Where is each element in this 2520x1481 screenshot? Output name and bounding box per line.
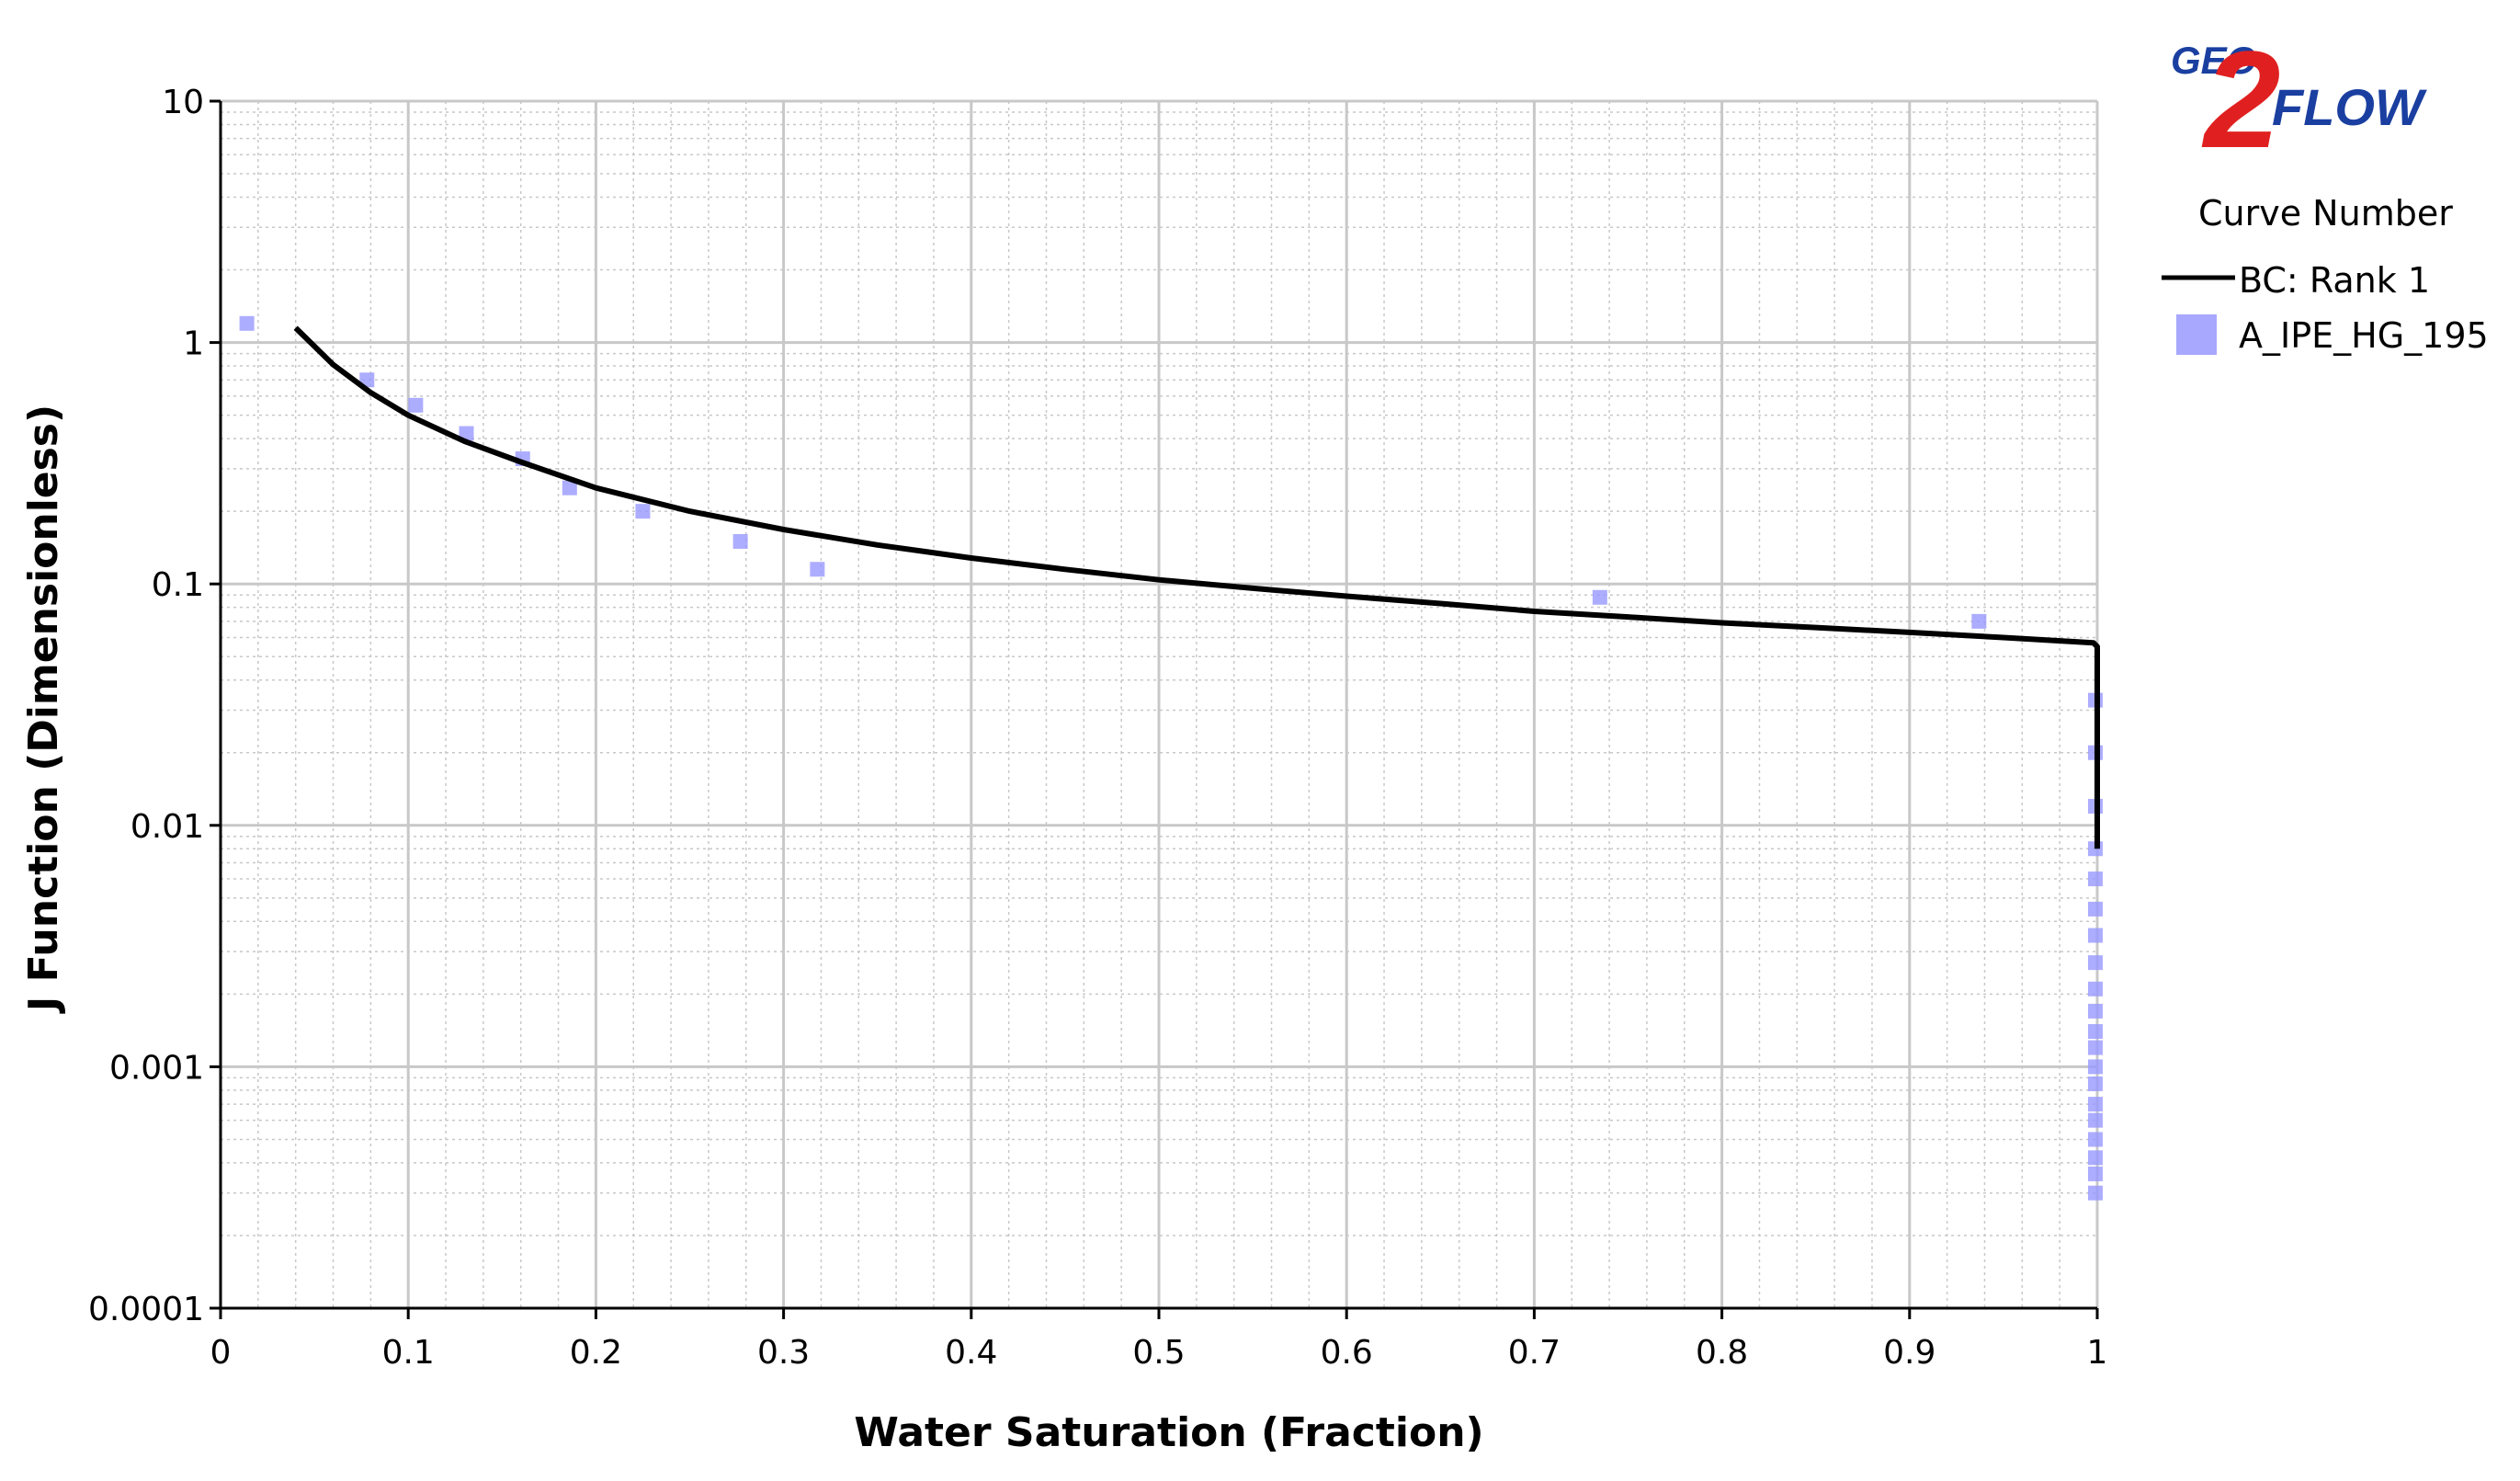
- data-point: [359, 372, 375, 388]
- x-tick-label: 0.4: [945, 1334, 997, 1372]
- legend: Curve Number BC: Rank 1 A_IPE_HG_195: [2162, 193, 2489, 356]
- data-point: [732, 533, 748, 549]
- data-point: [2087, 1150, 2103, 1166]
- y-axis-title: J Function (Dimensionless): [20, 404, 67, 1014]
- series-layer: [239, 315, 2103, 1201]
- legend-title: Curve Number: [2198, 193, 2453, 234]
- y-tick-label: 10: [162, 84, 204, 121]
- x-tick-label: 0.7: [1508, 1334, 1561, 1372]
- x-tick-label: 0.2: [570, 1334, 622, 1372]
- logo-flow-text: FLOW: [2272, 78, 2427, 136]
- data-point: [239, 315, 255, 331]
- x-tick-label: 0.5: [1132, 1334, 1185, 1372]
- legend-label-bc-rank-1: BC: Rank 1: [2239, 260, 2430, 301]
- legend-label-a-ipe-hg-195: A_IPE_HG_195: [2239, 315, 2489, 356]
- y-tick-label: 0.1: [152, 566, 204, 604]
- x-tick-label: 0.1: [382, 1334, 435, 1372]
- y-tick-label: 0.001: [109, 1049, 204, 1087]
- x-tick-label: 0: [210, 1334, 232, 1372]
- data-point: [2087, 1185, 2103, 1201]
- y-tick-label: 1: [183, 325, 204, 363]
- data-point: [1592, 589, 1607, 605]
- data-point: [2087, 1024, 2103, 1040]
- grid: [219, 99, 2099, 1310]
- data-point: [2087, 981, 2103, 997]
- x-tick-label: 0.9: [1883, 1334, 1935, 1372]
- data-point: [562, 480, 577, 496]
- x-tick-label: 1: [2087, 1334, 2108, 1372]
- axes: [210, 99, 2099, 1319]
- data-point: [2087, 1076, 2103, 1091]
- x-tick-label: 0.8: [1696, 1334, 1748, 1372]
- data-point: [2087, 1003, 2103, 1019]
- data-point: [2087, 1059, 2103, 1075]
- data-point: [2087, 928, 2103, 943]
- data-point: [1971, 613, 1987, 629]
- data-point: [2087, 1166, 2103, 1181]
- data-point: [2087, 1040, 2103, 1055]
- geo2flow-logo: GEO 2 FLOW: [2171, 22, 2427, 177]
- data-point: [2087, 955, 2103, 971]
- data-point: [2087, 1132, 2103, 1147]
- logo-digit: 2: [2201, 22, 2280, 177]
- data-point: [2087, 872, 2103, 887]
- data-point: [635, 504, 651, 519]
- data-point: [2087, 901, 2103, 917]
- y-tick-labels: 0.0001 0.001 0.01 0.1 1 10: [88, 84, 204, 1328]
- logo-geo-text: GEO: [2171, 39, 2256, 82]
- data-point: [2087, 1112, 2103, 1128]
- data-point: [459, 426, 474, 441]
- data-point: [810, 562, 825, 577]
- legend-swatch-points: [2176, 314, 2217, 355]
- x-tick-labels: 0 0.1 0.2 0.3 0.4 0.5 0.6 0.7 0.8 0.9 1: [210, 1334, 2108, 1372]
- series-line-bc-rank-1: [293, 325, 2100, 849]
- data-point: [2087, 1097, 2103, 1112]
- y-tick-label: 0.0001: [88, 1291, 204, 1328]
- data-point: [408, 397, 424, 413]
- x-tick-label: 0.6: [1321, 1334, 1373, 1372]
- y-tick-label: 0.01: [131, 808, 204, 846]
- x-axis-title: Water Saturation (Fraction): [854, 1409, 1483, 1456]
- x-tick-label: 0.3: [757, 1334, 810, 1372]
